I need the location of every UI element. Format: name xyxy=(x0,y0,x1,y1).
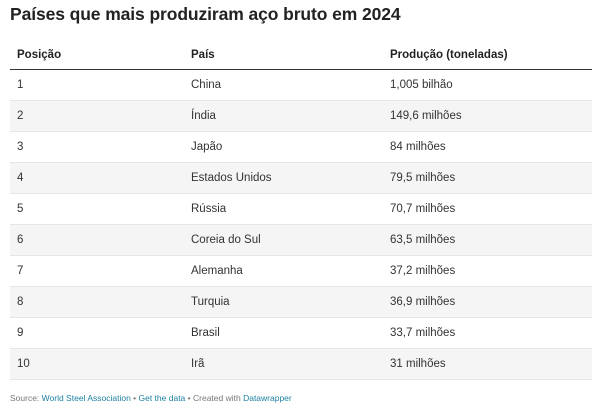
source-label: Source: xyxy=(10,393,42,403)
cell-country: Estados Unidos xyxy=(184,162,383,194)
column-header-production[interactable]: Produção (toneladas) xyxy=(383,40,592,70)
datawrapper-link[interactable]: Datawrapper xyxy=(243,393,292,403)
cell-production: 63,5 milhões xyxy=(383,224,592,256)
footer-separator: • xyxy=(130,393,139,403)
column-header-position[interactable]: Posição xyxy=(10,40,184,70)
cell-position: 10 xyxy=(10,348,184,380)
source-link[interactable]: World Steel Association xyxy=(41,393,131,403)
table-row: 8 Turquia 36,9 milhões xyxy=(10,286,592,318)
table-body: 1 China 1,005 bilhão 2 Índia 149,6 milhõ… xyxy=(10,69,592,380)
cell-production: 37,2 milhões xyxy=(383,255,592,287)
table-row: 5 Rússia 70,7 milhões xyxy=(10,193,592,225)
table-row: 7 Alemanha 37,2 milhões xyxy=(10,255,592,287)
table-row: 1 China 1,005 bilhão xyxy=(10,69,592,101)
data-table: Posição País Produção (toneladas) 1 Chin… xyxy=(10,40,592,380)
cell-production: 70,7 milhões xyxy=(383,193,592,225)
cell-position: 1 xyxy=(10,69,184,101)
cell-production: 33,7 milhões xyxy=(383,317,592,349)
cell-position: 9 xyxy=(10,317,184,349)
get-data-link[interactable]: Get the data xyxy=(138,393,186,403)
table-row: 9 Brasil 33,7 milhões xyxy=(10,317,592,349)
table-row: 4 Estados Unidos 79,5 milhões xyxy=(10,162,592,194)
cell-country: Irã xyxy=(184,348,383,380)
cell-country: Coreia do Sul xyxy=(184,224,383,256)
cell-position: 6 xyxy=(10,224,184,256)
table-row: 6 Coreia do Sul 63,5 milhões xyxy=(10,224,592,256)
cell-position: 5 xyxy=(10,193,184,225)
cell-country: Turquia xyxy=(184,286,383,318)
cell-country: Índia xyxy=(184,100,383,132)
column-header-country[interactable]: País xyxy=(184,40,383,70)
cell-production: 36,9 milhões xyxy=(383,286,592,318)
cell-country: Rússia xyxy=(184,193,383,225)
cell-position: 2 xyxy=(10,100,184,132)
cell-production: 31 milhões xyxy=(383,348,592,380)
cell-position: 4 xyxy=(10,162,184,194)
cell-production: 149,6 milhões xyxy=(383,100,592,132)
table-row: 2 Índia 149,6 milhões xyxy=(10,100,592,132)
cell-position: 7 xyxy=(10,255,184,287)
chart-title: Países que mais produziram aço bruto em … xyxy=(10,4,401,24)
cell-country: Alemanha xyxy=(184,255,383,287)
chart-footer: Source: World Steel Association • Get th… xyxy=(10,393,292,403)
cell-production: 84 milhões xyxy=(383,131,592,163)
cell-production: 1,005 bilhão xyxy=(383,69,592,101)
table-row: 3 Japão 84 milhões xyxy=(10,131,592,163)
table-row: 10 Irã 31 milhões xyxy=(10,348,592,380)
table-header-row: Posição País Produção (toneladas) xyxy=(10,40,592,70)
cell-country: Brasil xyxy=(184,317,383,349)
created-with-label: • Created with xyxy=(185,393,244,403)
table-header: Posição País Produção (toneladas) xyxy=(10,40,592,70)
cell-position: 3 xyxy=(10,131,184,163)
cell-production: 79,5 milhões xyxy=(383,162,592,194)
cell-position: 8 xyxy=(10,286,184,318)
cell-country: Japão xyxy=(184,131,383,163)
cell-country: China xyxy=(184,69,383,101)
